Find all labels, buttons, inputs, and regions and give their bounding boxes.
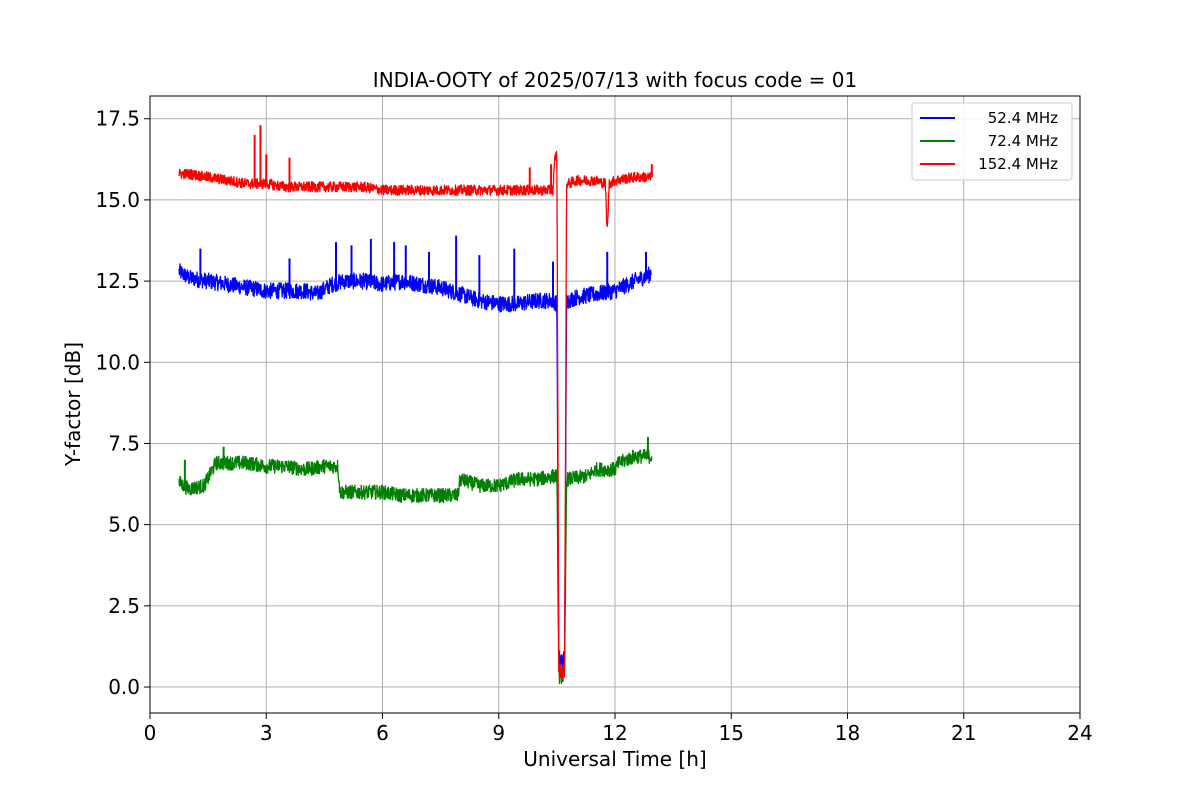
y-tick-label: 10.0 (95, 350, 140, 374)
x-axis: 0 3 6 9 12 15 18 21 24 (144, 713, 1093, 745)
y-tick-label: 12.5 (95, 269, 140, 293)
y-axis: 0.0 2.5 5.0 7.5 10.0 12.5 15.0 17.5 (95, 107, 150, 699)
y-tick-label: 15.0 (95, 188, 140, 212)
x-tick-label: 15 (719, 721, 744, 745)
legend-label-1: 72.4 MHz (988, 132, 1058, 150)
y-tick-label: 2.5 (108, 594, 140, 618)
chart-title: INDIA-OOTY of 2025/07/13 with focus code… (373, 68, 857, 92)
legend-label-2: 152.4 MHz (978, 155, 1058, 173)
x-tick-label: 0 (144, 721, 157, 745)
legend-box (911, 102, 1073, 181)
y-tick-label: 5.0 (108, 513, 140, 537)
x-tick-label: 9 (492, 721, 505, 745)
x-tick-label: 18 (835, 721, 860, 745)
series-line-0 (178, 263, 653, 673)
x-tick-label: 21 (951, 721, 976, 745)
y-tick-label: 17.5 (95, 107, 140, 131)
legend: 52.4 MHz 72.4 MHz 152.4 MHz (911, 102, 1073, 181)
y-axis-title: Y-factor [dB] (61, 342, 85, 467)
x-tick-label: 12 (602, 721, 627, 745)
x-tick-label: 24 (1067, 721, 1092, 745)
series-line-2 (178, 151, 653, 679)
plot-area (178, 125, 653, 685)
series-line-1 (178, 448, 653, 685)
y-tick-label: 0.0 (108, 675, 140, 699)
y-tick-label: 7.5 (108, 431, 140, 455)
x-tick-label: 6 (376, 721, 389, 745)
legend-label-0: 52.4 MHz (988, 109, 1058, 127)
x-tick-label: 3 (260, 721, 273, 745)
x-axis-title: Universal Time [h] (523, 747, 706, 771)
